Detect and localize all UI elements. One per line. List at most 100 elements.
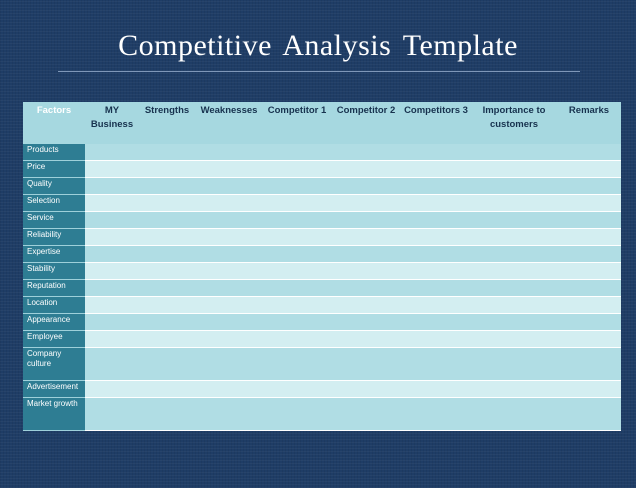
table-cell[interactable] — [471, 397, 557, 431]
table-cell[interactable] — [471, 380, 557, 398]
table-cell[interactable] — [401, 330, 471, 348]
table-cell[interactable] — [195, 262, 263, 280]
table-cell[interactable] — [85, 160, 139, 178]
table-cell[interactable] — [331, 177, 401, 195]
table-cell[interactable] — [139, 177, 195, 195]
table-cell[interactable] — [331, 228, 401, 246]
table-cell[interactable] — [557, 330, 621, 348]
table-cell[interactable] — [263, 380, 331, 398]
table-cell[interactable] — [331, 347, 401, 381]
table-cell[interactable] — [263, 245, 331, 263]
table-cell[interactable] — [557, 347, 621, 381]
table-cell[interactable] — [471, 245, 557, 263]
table-cell[interactable] — [139, 313, 195, 331]
table-cell[interactable] — [471, 279, 557, 297]
table-cell[interactable] — [263, 194, 331, 212]
table-cell[interactable] — [139, 380, 195, 398]
table-cell[interactable] — [263, 228, 331, 246]
table-cell[interactable] — [331, 380, 401, 398]
table-cell[interactable] — [85, 177, 139, 195]
table-cell[interactable] — [195, 211, 263, 229]
table-cell[interactable] — [557, 262, 621, 280]
table-cell[interactable] — [263, 347, 331, 381]
table-cell[interactable] — [139, 279, 195, 297]
table-cell[interactable] — [401, 262, 471, 280]
table-cell[interactable] — [263, 397, 331, 431]
table-cell[interactable] — [263, 144, 331, 161]
table-cell[interactable] — [401, 160, 471, 178]
table-cell[interactable] — [401, 144, 471, 161]
table-cell[interactable] — [263, 313, 331, 331]
table-cell[interactable] — [331, 245, 401, 263]
table-cell[interactable] — [85, 279, 139, 297]
table-cell[interactable] — [471, 194, 557, 212]
table-cell[interactable] — [471, 144, 557, 161]
table-cell[interactable] — [401, 228, 471, 246]
table-cell[interactable] — [85, 330, 139, 348]
table-cell[interactable] — [263, 160, 331, 178]
table-cell[interactable] — [139, 262, 195, 280]
table-cell[interactable] — [195, 194, 263, 212]
table-cell[interactable] — [401, 347, 471, 381]
table-cell[interactable] — [557, 313, 621, 331]
table-cell[interactable] — [195, 296, 263, 314]
table-cell[interactable] — [331, 160, 401, 178]
table-cell[interactable] — [471, 177, 557, 195]
table-cell[interactable] — [195, 347, 263, 381]
table-cell[interactable] — [557, 380, 621, 398]
table-cell[interactable] — [139, 211, 195, 229]
table-cell[interactable] — [401, 194, 471, 212]
table-cell[interactable] — [557, 245, 621, 263]
table-cell[interactable] — [85, 144, 139, 161]
table-cell[interactable] — [263, 330, 331, 348]
table-cell[interactable] — [557, 211, 621, 229]
table-cell[interactable] — [471, 262, 557, 280]
table-cell[interactable] — [139, 228, 195, 246]
table-cell[interactable] — [195, 330, 263, 348]
table-cell[interactable] — [263, 279, 331, 297]
table-cell[interactable] — [263, 177, 331, 195]
table-cell[interactable] — [263, 211, 331, 229]
table-cell[interactable] — [331, 211, 401, 229]
table-cell[interactable] — [195, 397, 263, 431]
table-cell[interactable] — [557, 144, 621, 161]
table-cell[interactable] — [401, 245, 471, 263]
table-cell[interactable] — [331, 330, 401, 348]
table-cell[interactable] — [139, 194, 195, 212]
table-cell[interactable] — [85, 380, 139, 398]
table-cell[interactable] — [195, 313, 263, 331]
table-cell[interactable] — [401, 380, 471, 398]
table-cell[interactable] — [85, 194, 139, 212]
table-cell[interactable] — [401, 313, 471, 331]
table-cell[interactable] — [471, 330, 557, 348]
table-cell[interactable] — [401, 279, 471, 297]
table-cell[interactable] — [331, 313, 401, 331]
table-cell[interactable] — [263, 296, 331, 314]
table-cell[interactable] — [557, 397, 621, 431]
table-cell[interactable] — [139, 397, 195, 431]
table-cell[interactable] — [85, 245, 139, 263]
table-cell[interactable] — [331, 279, 401, 297]
table-cell[interactable] — [195, 228, 263, 246]
table-cell[interactable] — [557, 194, 621, 212]
table-cell[interactable] — [401, 177, 471, 195]
table-cell[interactable] — [401, 397, 471, 431]
table-cell[interactable] — [331, 397, 401, 431]
table-cell[interactable] — [195, 380, 263, 398]
table-cell[interactable] — [139, 160, 195, 178]
table-cell[interactable] — [85, 347, 139, 381]
table-cell[interactable] — [557, 228, 621, 246]
table-cell[interactable] — [471, 313, 557, 331]
table-cell[interactable] — [331, 262, 401, 280]
table-cell[interactable] — [263, 262, 331, 280]
table-cell[interactable] — [471, 347, 557, 381]
table-cell[interactable] — [85, 211, 139, 229]
table-cell[interactable] — [139, 144, 195, 161]
table-cell[interactable] — [139, 330, 195, 348]
table-cell[interactable] — [471, 211, 557, 229]
table-cell[interactable] — [401, 211, 471, 229]
table-cell[interactable] — [557, 279, 621, 297]
table-cell[interactable] — [195, 160, 263, 178]
table-cell[interactable] — [195, 144, 263, 161]
table-cell[interactable] — [557, 160, 621, 178]
